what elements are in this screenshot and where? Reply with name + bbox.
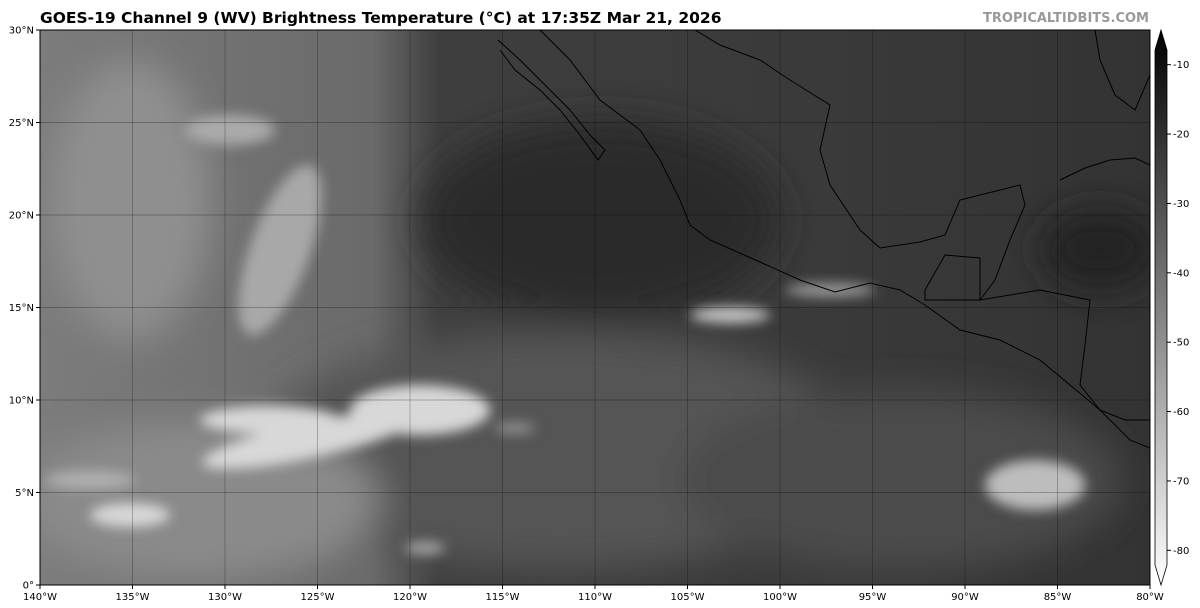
lat-tick-label: 30°N xyxy=(9,26,34,37)
colorbar: -10 -20 -30 -40 -50 -60 -70 -80 xyxy=(1154,28,1189,587)
lon-tick-label: 130°W xyxy=(208,592,242,603)
axis-ticks: 140°W 135°W 130°W 125°W 120°W 115°W 110°W 105°W… xyxy=(9,26,1164,604)
colorbar-tick-label: -50 xyxy=(1173,338,1189,349)
lon-tick-label: 95°W xyxy=(859,592,887,603)
colorbar-tick-label: -10 xyxy=(1173,60,1189,71)
imagery xyxy=(40,30,1150,585)
coastlines xyxy=(497,30,1150,449)
lon-tick-label: 100°W xyxy=(763,592,797,603)
credit-watermark: TROPICALTIDBITS.COM xyxy=(983,11,1149,26)
lon-tick-label: 105°W xyxy=(671,592,705,603)
lat-tick-label: 15°N xyxy=(9,303,34,314)
lat-tick-label: 0° xyxy=(23,581,34,592)
lat-tick-label: 25°N xyxy=(9,118,34,129)
colorbar-scale xyxy=(1154,28,1168,587)
lat-tick-label: 10°N xyxy=(9,396,34,407)
colorbar-tick-label: -30 xyxy=(1173,199,1189,210)
colorbar-tick-label: -60 xyxy=(1173,407,1189,418)
lon-tick-label: 115°W xyxy=(486,592,520,603)
colorbar-tick-label: -80 xyxy=(1173,546,1189,557)
lon-tick-label: 135°W xyxy=(116,592,150,603)
lat-tick-label: 5°N xyxy=(15,488,34,499)
map-title: GOES-19 Channel 9 (WV) Brightness Temper… xyxy=(40,9,722,27)
colorbar-tick-label: -20 xyxy=(1173,130,1189,141)
colorbar-tick-label: -70 xyxy=(1173,476,1189,487)
colorbar-tick-label: -40 xyxy=(1173,268,1189,279)
gridlines xyxy=(40,30,1150,585)
lon-tick-label: 80°W xyxy=(1136,592,1164,603)
lon-tick-label: 120°W xyxy=(393,592,427,603)
lon-tick-label: 110°W xyxy=(578,592,612,603)
lon-tick-label: 90°W xyxy=(951,592,979,603)
lon-tick-label: 85°W xyxy=(1044,592,1072,603)
lat-tick-label: 20°N xyxy=(9,211,34,222)
lon-tick-label: 140°W xyxy=(23,592,57,603)
lon-tick-label: 125°W xyxy=(301,592,335,603)
